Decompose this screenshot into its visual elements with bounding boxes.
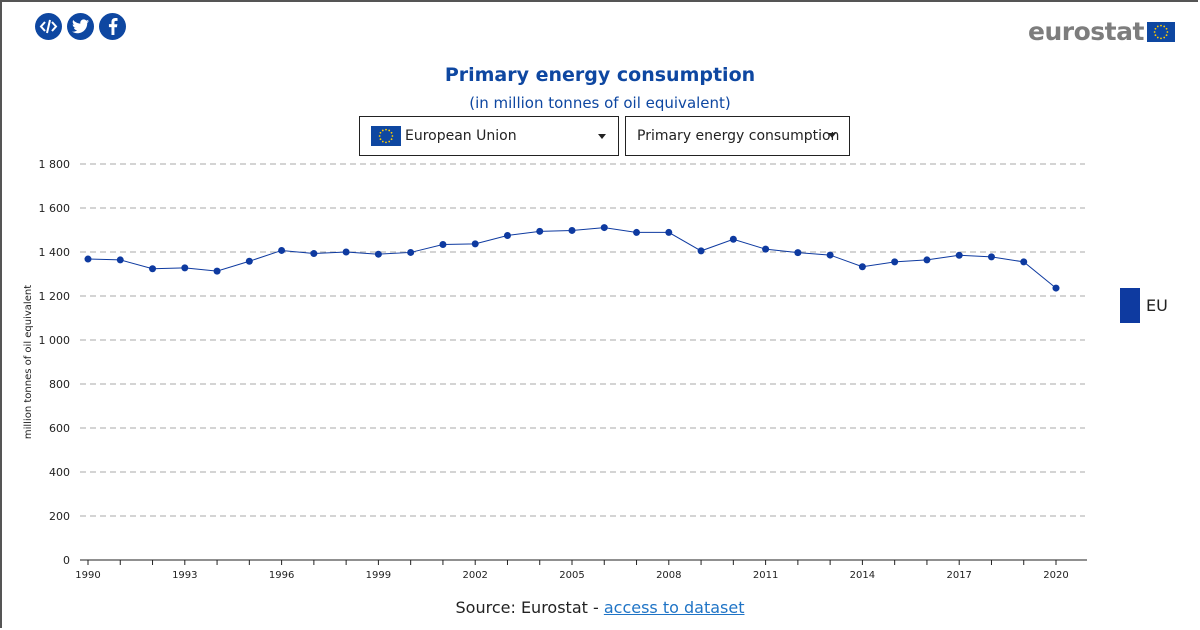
- y-tick-label: 800: [49, 378, 70, 391]
- data-point: [84, 255, 92, 263]
- data-point: [858, 263, 866, 271]
- data-point: [600, 224, 608, 232]
- x-tick-label: 2005: [559, 570, 584, 581]
- data-point: [439, 241, 447, 249]
- data-point: [568, 226, 576, 234]
- data-point: [503, 232, 511, 239]
- data-point: [245, 257, 253, 265]
- y-tick-label: 1 200: [39, 290, 71, 303]
- x-tick-label: 1996: [269, 570, 294, 581]
- data-point: [987, 253, 995, 261]
- x-tick-label: 2014: [850, 570, 875, 581]
- facebook-icon[interactable]: [99, 13, 126, 40]
- source-line: Source: Eurostat - access to dataset: [0, 598, 1200, 617]
- data-point: [665, 228, 673, 236]
- x-tick-label: 1993: [172, 570, 197, 581]
- x-tick-label: 1999: [366, 570, 391, 581]
- source-prefix: Source: Eurostat -: [455, 598, 604, 617]
- y-tick-label: 1 800: [39, 158, 71, 171]
- country-select[interactable]: European Union: [359, 116, 619, 156]
- data-point: [729, 235, 737, 243]
- data-point: [181, 264, 189, 272]
- eurostat-logo[interactable]: eurostat: [1028, 18, 1175, 46]
- logo-text: eurostat: [1028, 17, 1144, 46]
- data-point: [374, 250, 382, 258]
- x-tick-label: 2008: [656, 570, 681, 581]
- data-point: [891, 258, 899, 266]
- x-tick-label: 2017: [946, 570, 971, 581]
- data-point: [633, 228, 641, 236]
- data-point: [278, 246, 286, 254]
- legend: EU: [1120, 288, 1168, 323]
- series-line: [87, 227, 1057, 289]
- y-tick-label: 600: [49, 422, 70, 435]
- chart-subtitle: (in million tonnes of oil equivalent): [469, 94, 731, 112]
- data-point: [697, 247, 705, 255]
- share-icons: [35, 13, 126, 40]
- y-tick-label: 400: [49, 466, 70, 479]
- eu-flag-icon: [371, 126, 401, 146]
- data-point: [471, 240, 479, 248]
- indicator-select[interactable]: Primary energy consumption: [625, 116, 850, 156]
- data-point: [116, 256, 124, 264]
- y-tick-label: 1 600: [39, 202, 71, 215]
- chevron-down-icon: [598, 134, 606, 139]
- data-point: [826, 251, 834, 259]
- data-point: [310, 250, 318, 258]
- chevron-down-icon: [828, 133, 836, 138]
- indicator-select-value: Primary energy consumption: [637, 128, 840, 144]
- legend-swatch: [1120, 288, 1140, 323]
- chart-title: Primary energy consumption: [444, 64, 756, 86]
- data-point: [923, 256, 931, 264]
- data-point: [407, 248, 415, 256]
- country-select-value: European Union: [405, 128, 517, 144]
- data-point: [149, 265, 157, 273]
- y-tick-label: 1 400: [39, 246, 71, 259]
- dataset-link[interactable]: access to dataset: [603, 598, 745, 617]
- y-tick-label: 1 000: [39, 334, 71, 347]
- data-point: [762, 245, 770, 253]
- x-tick-label: 2011: [753, 570, 778, 581]
- data-point: [536, 227, 544, 235]
- y-tick-label: 200: [49, 510, 70, 523]
- data-point: [794, 249, 802, 257]
- embed-icon[interactable]: [35, 13, 62, 40]
- data-point: [213, 267, 221, 275]
- y-tick-label: 0: [63, 554, 70, 567]
- x-tick-label: 2002: [462, 570, 487, 581]
- data-point: [342, 248, 350, 256]
- eu-flag-icon: [1146, 22, 1175, 42]
- x-tick-label: 2020: [1043, 570, 1068, 581]
- twitter-icon[interactable]: [67, 13, 94, 40]
- data-point: [1020, 258, 1028, 266]
- y-axis-label: million tonnes of oil equivalent: [23, 285, 34, 439]
- data-point: [1052, 284, 1060, 292]
- data-point: [955, 251, 963, 259]
- x-tick-label: 1990: [75, 570, 100, 581]
- legend-label: EU: [1146, 296, 1168, 315]
